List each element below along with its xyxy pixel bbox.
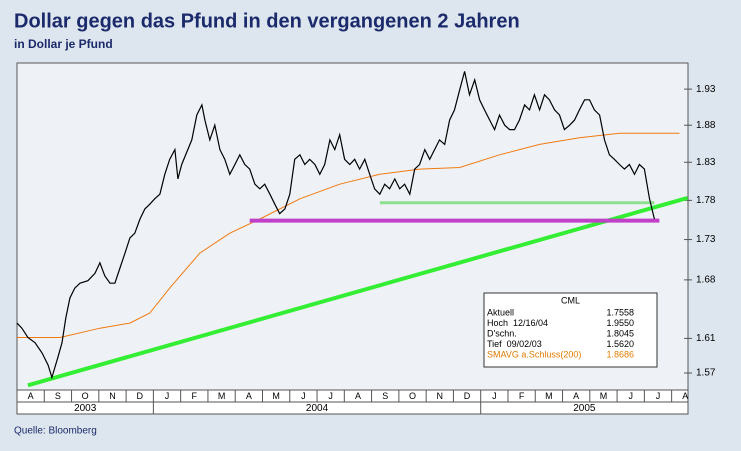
y-tick-label: 1.83 (696, 157, 716, 168)
chart-title: Dollar gegen das Pfund in den vergangene… (14, 10, 520, 32)
y-tick-label: 1.88 (696, 120, 716, 131)
month-label: M (272, 391, 280, 401)
y-tick-label: 1.93 (696, 84, 716, 95)
month-label: O (82, 391, 89, 401)
info-value: 1.7558 (606, 307, 634, 317)
info-label: SMAVG a.Schluss(200) (487, 349, 581, 359)
year-label: 2004 (306, 403, 329, 414)
month-label: O (409, 391, 416, 401)
info-box-title: CML (561, 295, 580, 305)
info-value: 1.5620 (606, 339, 634, 349)
y-tick-label: 1.57 (696, 368, 716, 379)
month-label: A (573, 391, 579, 401)
month-label: F (519, 391, 525, 401)
month-label: J (492, 391, 497, 401)
month-label: D (464, 391, 471, 401)
month-label: J (301, 391, 306, 401)
subtitle: in Dollar je Pfund (14, 37, 113, 51)
month-label: N (109, 391, 116, 401)
month-label: M (218, 391, 226, 401)
info-value: 1.9550 (606, 318, 634, 328)
info-value: 1.8686 (606, 349, 634, 359)
y-tick-label: 1.68 (696, 275, 716, 286)
month-label: N (437, 391, 444, 401)
info-label: Hoch 12/16/04 (487, 318, 548, 328)
series-line (16, 71, 655, 380)
month-label: M (600, 391, 608, 401)
series-line (17, 132, 680, 338)
year-label: 2005 (573, 403, 596, 414)
month-label: J (628, 391, 633, 401)
info-label: Tief 09/02/03 (487, 339, 542, 349)
month-label: S (382, 391, 388, 401)
month-label: S (55, 391, 61, 401)
series-line (27, 195, 689, 388)
y-tick-label: 1.78 (696, 195, 716, 206)
info-box (483, 292, 658, 368)
month-label: A (246, 391, 252, 401)
info-value: 1.8045 (606, 328, 634, 338)
month-label: F (192, 391, 198, 401)
month-label: M (545, 391, 553, 401)
source: Quelle: Bloomberg (14, 426, 97, 437)
month-label: J (328, 391, 333, 401)
month-label: A (355, 391, 361, 401)
info-label: D'schn. (487, 328, 517, 338)
month-label: D (136, 391, 143, 401)
y-tick-label: 1.73 (696, 234, 716, 245)
month-label: J (656, 391, 661, 401)
month-label: A (682, 391, 688, 401)
info-label: Aktuell (487, 307, 514, 317)
y-tick-label: 1.61 (696, 333, 716, 344)
month-label: J (165, 391, 170, 401)
month-label: A (28, 391, 34, 401)
year-label: 2003 (74, 403, 97, 414)
